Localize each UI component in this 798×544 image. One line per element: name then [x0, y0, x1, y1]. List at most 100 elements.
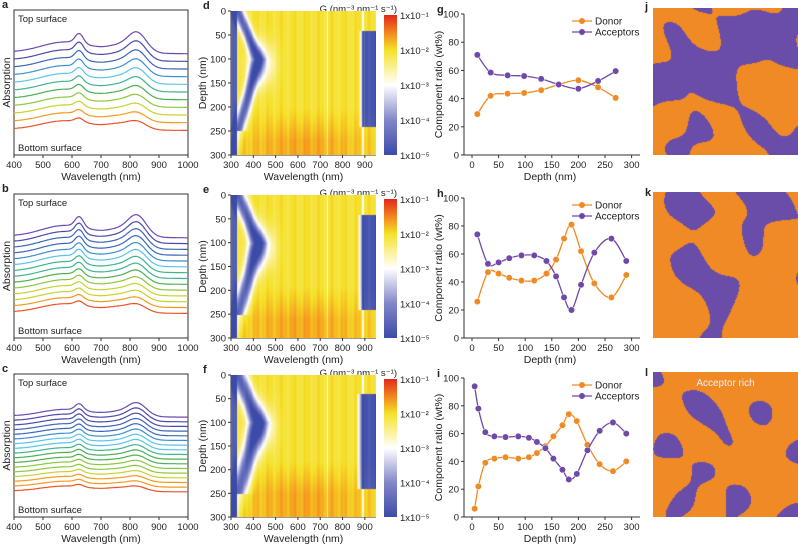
y-tick-label: 80 — [448, 222, 459, 233]
annotation-top-surface: Top surface — [18, 198, 67, 209]
x-tick-label: 300 — [624, 522, 640, 533]
spectrum-curve — [13, 438, 188, 451]
data-point-donor — [530, 277, 538, 285]
y-tick-label: 300 — [210, 334, 226, 345]
data-point-acceptors — [607, 235, 615, 243]
spectrum-curve — [13, 40, 188, 62]
annotation-bottom-surface: Bottom surface — [18, 326, 82, 337]
heatmap-e — [231, 195, 376, 338]
x-tick-label: 900 — [357, 160, 373, 171]
panel-label-d: d — [203, 0, 210, 12]
x-tick-label: 500 — [35, 343, 51, 354]
colorbar-tick-label: 1x10⁻² — [400, 230, 429, 241]
y-tick-label: 150 — [210, 79, 226, 90]
y-tick-label: 20 — [448, 306, 459, 317]
data-point-donor — [473, 110, 481, 118]
panel-label-e: e — [203, 184, 209, 196]
spectrum-curve — [13, 433, 188, 446]
x-tick-label: 300 — [223, 522, 239, 533]
data-point-acceptors — [558, 466, 566, 474]
x-tick-label: 700 — [312, 343, 328, 354]
panel-label-f: f — [203, 364, 207, 376]
colorbar-title: G (nm⁻³ nm⁻¹ s⁻¹) — [320, 4, 397, 15]
data-point-acceptors — [573, 470, 581, 478]
x-tick-label: 150 — [544, 160, 560, 171]
spectrum-curve — [13, 49, 188, 70]
annotation-bottom-surface: Bottom surface — [18, 505, 82, 516]
legend-marker-acceptors — [579, 29, 585, 35]
spectrum-curve — [13, 281, 189, 297]
data-point-donor — [490, 455, 498, 463]
legend-label-donor: Donor — [595, 201, 623, 212]
data-point-acceptors — [471, 382, 479, 390]
x-tick-label: 600 — [64, 343, 80, 354]
annotation-top-surface: Top surface — [18, 14, 67, 25]
x-tick-label: 50 — [493, 522, 504, 533]
x-tick-label: 150 — [544, 522, 560, 533]
y-tick-label: 0 — [221, 191, 226, 202]
spectrum-curve — [13, 417, 188, 432]
colorbar-tick-label: 1x10⁻¹ — [400, 11, 429, 22]
data-point-donor — [543, 270, 550, 278]
data-point-donor — [607, 293, 615, 301]
data-point-donor — [471, 505, 479, 513]
data-point-acceptors — [577, 281, 585, 289]
spectrum-curve — [13, 248, 188, 268]
colorbar-d — [384, 15, 397, 155]
data-point-acceptors — [514, 432, 522, 440]
data-point-donor — [520, 89, 528, 97]
spectrum-curve — [13, 412, 188, 428]
y-tick-label: 50 — [215, 31, 226, 42]
spectrum-curve — [13, 443, 188, 456]
x-tick-label: 1000 — [177, 343, 198, 354]
data-point-donor — [574, 76, 582, 84]
spectrum-curve — [13, 274, 188, 291]
annotation-acceptor-rich: Acceptor rich — [696, 378, 754, 389]
colorbar-tick-label: 1x10⁻⁴ — [400, 299, 430, 310]
data-point-acceptors — [543, 257, 550, 265]
spectrum-curve — [13, 31, 188, 55]
panel-label-b: b — [2, 183, 9, 195]
y-tick-label: 200 — [210, 465, 226, 476]
panel-label-c: c — [2, 363, 8, 375]
y-tick-label: 20 — [448, 122, 459, 133]
x-tick-label: 1000 — [177, 160, 198, 171]
x-tick-label: 300 — [624, 343, 640, 354]
y-tick-label: 150 — [210, 262, 226, 273]
panel-label-j: j — [644, 1, 648, 13]
data-point-acceptors — [622, 257, 630, 265]
x-tick-label: 0 — [469, 160, 474, 171]
x-axis-label: Wavelength (nm) — [61, 354, 141, 366]
y-tick-label: 300 — [210, 151, 226, 162]
data-point-acceptors — [504, 71, 512, 79]
legend-label-donor: Donor — [595, 17, 623, 28]
data-point-donor — [525, 453, 533, 461]
colorbar-tick-label: 1x10⁻⁵ — [400, 513, 430, 524]
y-tick-label: 40 — [448, 94, 459, 105]
data-point-acceptors — [565, 476, 573, 483]
data-point-acceptors — [560, 293, 568, 301]
y-tick-label: 40 — [448, 278, 459, 289]
colorbar-tick-label: 1x10⁻² — [400, 410, 429, 421]
spectrum-curve — [13, 428, 188, 442]
x-tick-label: 0 — [469, 343, 474, 354]
x-tick-label: 600 — [64, 160, 80, 171]
spectrum-curve — [13, 268, 188, 285]
data-point-donor — [474, 482, 482, 490]
data-point-donor — [622, 457, 630, 465]
data-point-donor — [577, 247, 585, 255]
data-point-acceptors — [518, 251, 525, 259]
colorbar-tick-label: 1x10⁻⁵ — [400, 151, 430, 162]
x-tick-label: 250 — [597, 522, 613, 533]
morphology-image-l — [653, 372, 798, 517]
data-point-donor — [609, 467, 617, 475]
x-tick-label: 100 — [517, 522, 533, 533]
data-point-acceptors — [490, 432, 498, 440]
x-tick-label: 100 — [517, 343, 533, 354]
x-tick-label: 900 — [357, 343, 373, 354]
y-tick-label: 80 — [448, 38, 459, 49]
colorbar-tick-label: 1x10⁻³ — [400, 265, 429, 276]
x-tick-label: 400 — [6, 522, 22, 533]
colorbar-tick-label: 1x10⁻³ — [400, 444, 429, 455]
x-axis-label: Wavelength (nm) — [61, 171, 141, 183]
